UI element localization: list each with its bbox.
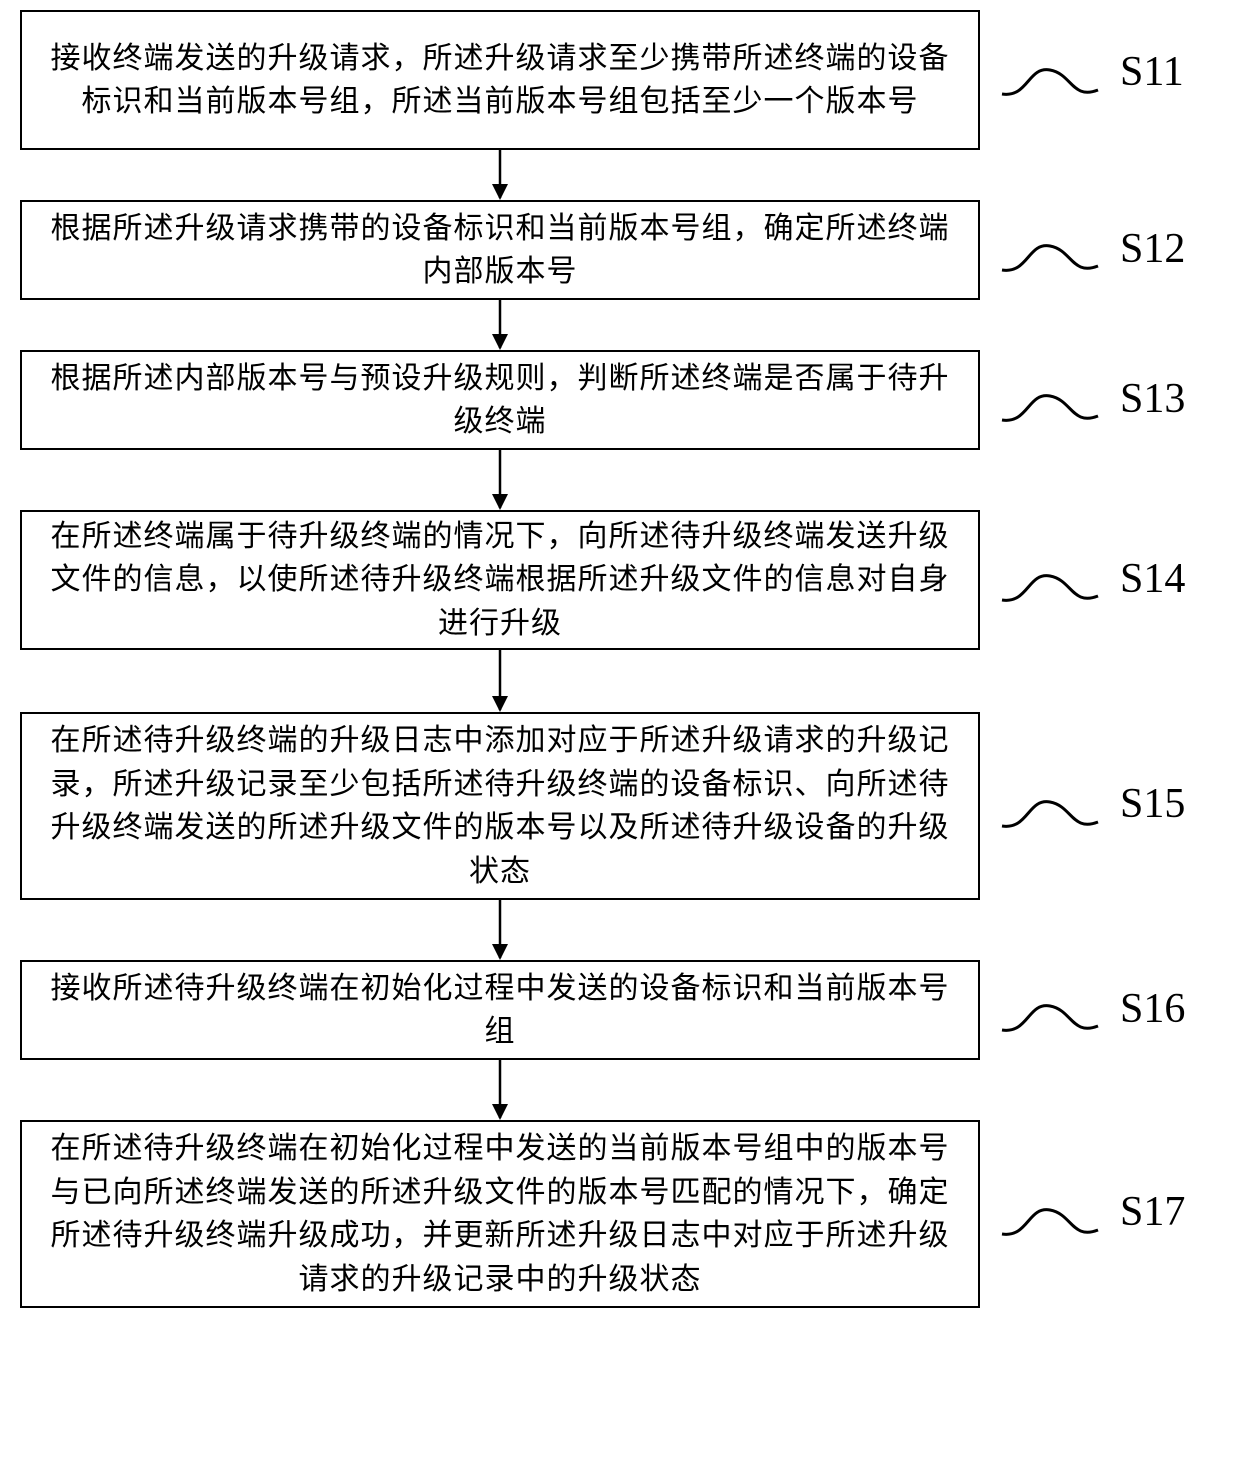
flow-step-text: 根据所述升级请求携带的设备标识和当前版本号组，确定所述终端内部版本号	[36, 207, 964, 294]
label-connector-curve	[1000, 236, 1100, 282]
arrow-connector	[485, 150, 515, 200]
flow-step-s16: 接收所述待升级终端在初始化过程中发送的设备标识和当前版本号组	[20, 960, 980, 1060]
flow-step-s15: 在所述待升级终端的升级日志中添加对应于所述升级请求的升级记录，所述升级记录至少包…	[20, 712, 980, 900]
label-connector-curve	[1000, 60, 1100, 106]
flow-step-text: 在所述待升级终端在初始化过程中发送的当前版本号组中的版本号与已向所述终端发送的所…	[36, 1127, 964, 1301]
flow-step-text: 接收终端发送的升级请求，所述升级请求至少携带所述终端的设备标识和当前版本号组，所…	[36, 37, 964, 124]
flow-step-text: 接收所述待升级终端在初始化过程中发送的设备标识和当前版本号组	[36, 967, 964, 1054]
label-connector-curve	[1000, 1200, 1100, 1246]
label-connector-curve	[1000, 996, 1100, 1042]
flow-step-label: S13	[1120, 375, 1185, 423]
flow-step-text: 在所述待升级终端的升级日志中添加对应于所述升级请求的升级记录，所述升级记录至少包…	[36, 719, 964, 893]
flow-step-label: S14	[1120, 555, 1185, 603]
arrow-connector	[485, 450, 515, 510]
label-connector-curve	[1000, 792, 1100, 838]
flow-step-text: 根据所述内部版本号与预设升级规则，判断所述终端是否属于待升级终端	[36, 357, 964, 444]
label-connector-curve	[1000, 386, 1100, 432]
arrow-connector	[485, 650, 515, 712]
flowchart-container: 接收终端发送的升级请求，所述升级请求至少携带所述终端的设备标识和当前版本号组，所…	[0, 0, 1240, 1461]
arrow-connector	[485, 300, 515, 350]
flow-step-label: S16	[1120, 985, 1185, 1033]
flow-step-label: S17	[1120, 1188, 1185, 1236]
flow-step-s11: 接收终端发送的升级请求，所述升级请求至少携带所述终端的设备标识和当前版本号组，所…	[20, 10, 980, 150]
flow-step-text: 在所述终端属于待升级终端的情况下，向所述待升级终端发送升级文件的信息，以使所述待…	[36, 515, 964, 646]
flow-step-label: S11	[1120, 48, 1184, 96]
label-connector-curve	[1000, 566, 1100, 612]
flow-step-s13: 根据所述内部版本号与预设升级规则，判断所述终端是否属于待升级终端	[20, 350, 980, 450]
flow-step-s12: 根据所述升级请求携带的设备标识和当前版本号组，确定所述终端内部版本号	[20, 200, 980, 300]
arrow-connector	[485, 900, 515, 960]
flow-step-s17: 在所述待升级终端在初始化过程中发送的当前版本号组中的版本号与已向所述终端发送的所…	[20, 1120, 980, 1308]
flow-step-label: S12	[1120, 225, 1185, 273]
arrow-connector	[485, 1060, 515, 1120]
flow-step-label: S15	[1120, 780, 1185, 828]
flow-step-s14: 在所述终端属于待升级终端的情况下，向所述待升级终端发送升级文件的信息，以使所述待…	[20, 510, 980, 650]
